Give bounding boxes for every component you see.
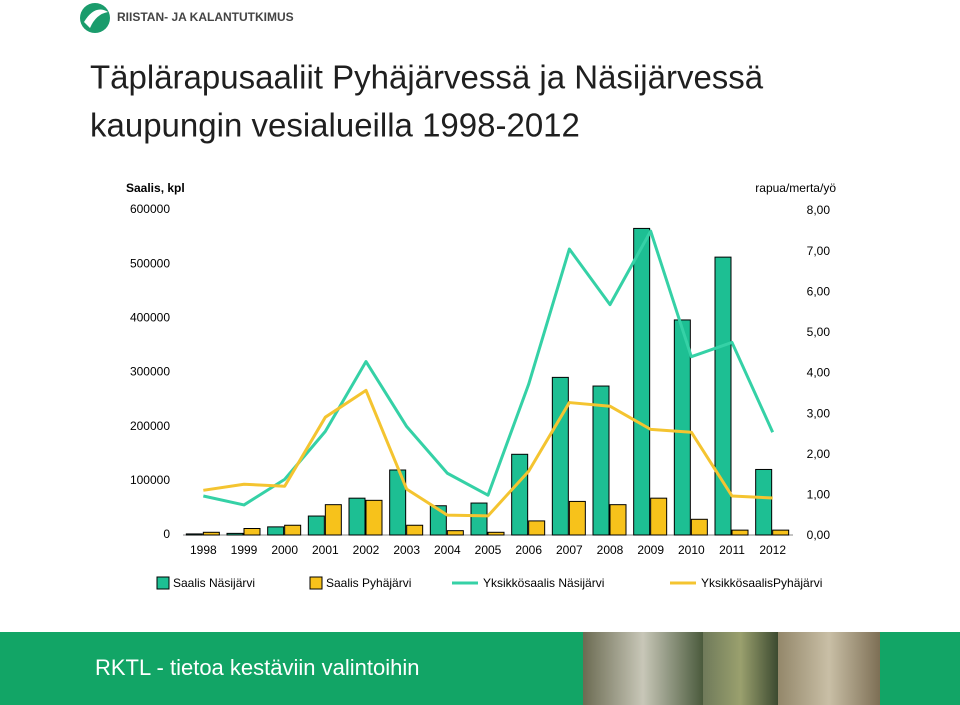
x-tick-label: 2009 [637, 543, 664, 557]
legend: Saalis Näsijärvi Saalis Pyhäjärvi Yksikkös… [156, 576, 822, 590]
bar [324, 504, 342, 536]
bar [568, 500, 586, 536]
bar [673, 319, 691, 536]
y-tick-label: 600000 [130, 202, 170, 216]
bar [487, 531, 505, 536]
legend-label: Saalis Pyhäjärvi [326, 576, 411, 590]
bar [202, 531, 220, 536]
x-tick-label: 2011 [719, 543, 745, 557]
legend-label: YksikkösaalisPyhäjärvi [701, 576, 822, 590]
y-axis-label: Saalis, kpl [126, 181, 185, 195]
bar [731, 529, 749, 536]
bar [528, 520, 546, 536]
photo [583, 632, 703, 705]
photo [778, 632, 880, 705]
bar [511, 453, 529, 536]
bar [755, 468, 773, 536]
bar [650, 497, 668, 536]
y2-tick-label: 5,00 [807, 325, 831, 339]
y2-tick-label: 4,00 [807, 366, 831, 380]
x-tick-label: 2006 [515, 543, 542, 557]
x-tick-label: 2000 [271, 543, 298, 557]
bar [243, 528, 261, 536]
y-tick-label: 400000 [130, 311, 170, 325]
bar [267, 526, 285, 536]
y2-tick-label: 1,00 [807, 488, 831, 502]
y-tick-label: 0 [163, 527, 170, 541]
bar [307, 515, 325, 536]
legend-swatch [309, 576, 323, 590]
chart: Saalis, kpl rapua/merta/yö 0 100000 200000… [126, 181, 836, 557]
x-tick-label: 2003 [393, 543, 420, 557]
x-tick-label: 2001 [312, 543, 339, 557]
x-tick-label: 1999 [231, 543, 258, 557]
x-tick-label: 2005 [475, 543, 502, 557]
y2-tick-label: 8,00 [807, 203, 831, 217]
bar [284, 524, 302, 536]
y-tick-label: 300000 [130, 365, 170, 379]
x-tick-label: 2004 [434, 543, 461, 557]
legend-label: Yksikkösaalis Näsijärvi [483, 576, 604, 590]
y-tick-label: 500000 [130, 256, 170, 270]
slide-title: Täplärapusaaliit Pyhäjärvessä ja Näsijär… [90, 59, 764, 96]
bar [348, 497, 366, 536]
x-tick-label: 2008 [597, 543, 624, 557]
bar [226, 532, 244, 536]
y2-tick-label: 7,00 [807, 244, 831, 258]
y2-tick-label: 3,00 [807, 406, 831, 420]
bar [185, 533, 203, 536]
legend-label: Saalis Näsijärvi [173, 576, 255, 590]
bar [633, 227, 651, 536]
bar [406, 524, 424, 536]
bar [592, 385, 610, 536]
legend-swatch [156, 576, 170, 590]
y2-axis-label: rapua/merta/yö [755, 181, 836, 195]
footer-text: RKTL - tietoa kestäviin valintoihin [95, 655, 419, 680]
bar [714, 256, 732, 536]
footer-bar [0, 632, 583, 705]
bar [609, 504, 627, 536]
line [203, 388, 773, 518]
logo-icon-swoosh [84, 9, 108, 28]
bar [365, 499, 383, 536]
x-tick-label: 2007 [556, 543, 583, 557]
bar [446, 530, 464, 536]
bar [772, 529, 790, 536]
y-tick-label: 100000 [130, 473, 170, 487]
y-tick-label: 200000 [130, 419, 170, 433]
footer-bar [880, 632, 960, 705]
slide-title: kaupungin vesialueilla 1998-2012 [90, 107, 580, 144]
logo-text: RIISTAN- JA KALANTUTKIMUS [117, 10, 294, 24]
bar [690, 518, 708, 536]
x-tick-label: 1998 [190, 543, 217, 557]
x-tick-label: 2010 [678, 543, 705, 557]
bar [470, 502, 488, 536]
y2-tick-label: 2,00 [807, 447, 831, 461]
y2-tick-label: 0,00 [807, 528, 831, 542]
y2-tick-label: 6,00 [807, 284, 831, 298]
photo [703, 632, 778, 705]
x-tick-label: 2002 [353, 543, 380, 557]
x-tick-label: 2012 [759, 543, 786, 557]
bar [551, 376, 569, 536]
